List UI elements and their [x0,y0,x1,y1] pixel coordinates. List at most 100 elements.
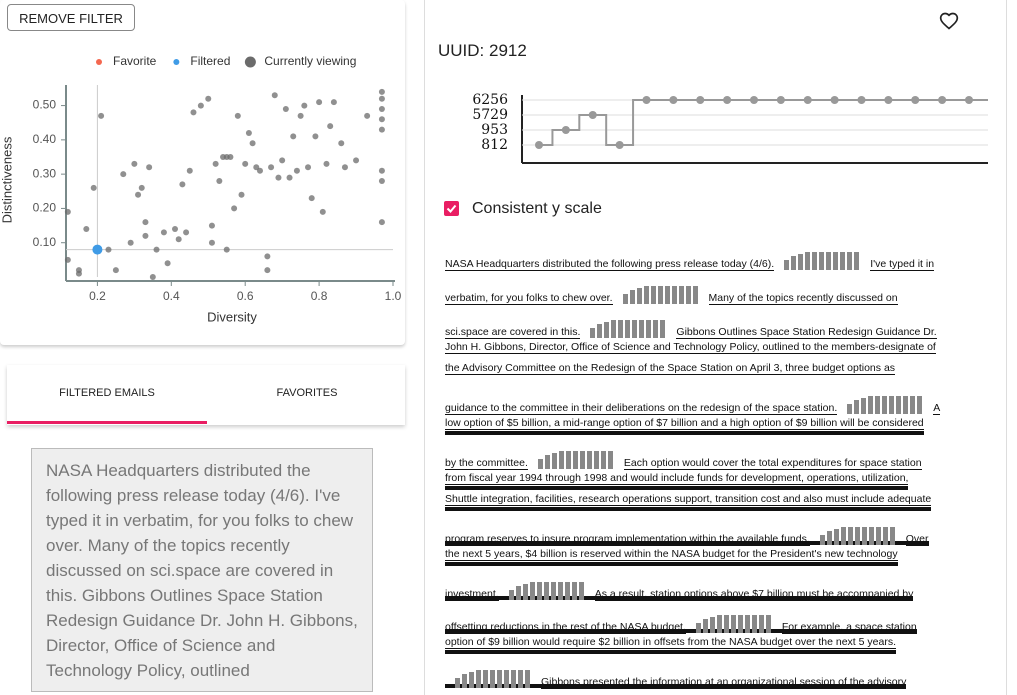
point [268,164,275,171]
x-tick-label: 0.6 [237,289,254,303]
point [279,157,286,164]
point [378,178,385,184]
tab-bar: FILTERED EMAILS FAVORITES [7,365,405,425]
sentence: Gibbons Outlines Space Station Redesign … [676,326,937,339]
sentence: Over [905,533,929,546]
sentence: A [933,402,941,415]
point [208,239,215,246]
point [234,112,241,119]
x-tick-label: 0.2 [89,289,106,303]
point [135,191,142,198]
point [330,99,337,106]
document-line: by the committee. Each option would cover… [445,451,922,470]
point [378,126,385,133]
favorite-icon[interactable] [939,11,959,31]
y-tick-label: 0.10 [33,235,57,249]
document-line: guidance to the committee in their delib… [445,396,941,415]
document-line: offsetting reductions in the rest of the… [445,615,917,634]
y-tick-label: 0.30 [33,166,57,180]
point [212,160,219,167]
point [327,123,334,130]
document-line: sci.space are covered in this. Gibbons Ou… [445,320,937,339]
document-line: the next 5 years, $4 billion is reserved… [445,548,898,566]
sparkline [695,615,771,633]
x-tick-label: 1.0 [385,289,402,303]
point [64,256,71,263]
step-point [615,141,624,149]
document-line: Shuttle integration, facilities, researc… [445,493,932,511]
checkbox[interactable] [444,201,459,216]
document-line: verbatim, for you folks to chew over. Man… [445,286,898,305]
email-text: NASA Headquarters distributed the follow… [31,448,373,692]
sentence: Gibbons presented the information at an … [541,676,907,689]
document-line: low option of $5 billion, a mid-range op… [445,417,924,435]
point [179,181,186,188]
point [138,184,145,191]
sentence: the Advisory Committee on the Redesign o… [445,362,896,375]
point [378,95,385,102]
tab-filtered[interactable]: FILTERED EMAILS [59,387,155,399]
point [364,112,371,119]
point [175,236,182,243]
point [83,226,90,232]
x-tick-label: 0.4 [163,289,180,303]
point [208,222,215,229]
detail-panel [424,0,1007,695]
step-point [911,96,920,104]
step-point [535,141,543,149]
point [378,106,385,112]
sentence: NASA Headquarters distributed the follow… [445,258,775,271]
step-point [803,96,812,104]
document-line: the Advisory Committee on the Redesign o… [445,362,896,376]
document-line: Gibbons presented the information at an … [445,670,907,689]
step-point [669,96,678,104]
sentence: investment. [445,588,499,601]
document-line: from fiscal year 1994 through 1998 and w… [445,472,909,490]
point [297,112,304,119]
point [142,232,149,239]
point [353,157,360,164]
point [153,246,160,253]
document-line: program reserves to insure program imple… [445,527,929,546]
tab-favorites[interactable]: FAVORITES [276,387,338,399]
x-tick-label: 0.8 [311,289,328,303]
step-point [723,96,732,104]
point [242,160,249,167]
remove-filter-button[interactable]: REMOVE FILTER [7,4,135,31]
step-point [965,96,973,104]
sentence: offsetting reductions in the rest of the… [445,621,686,634]
sentence: from fiscal year 1994 through 1998 and w… [445,472,909,485]
checkbox-label[interactable]: Consistent y scale [472,200,602,217]
point [308,195,315,202]
sentence: verbatim, for you folks to chew over. [445,292,613,305]
point [316,99,323,106]
point [183,229,190,236]
point [231,205,238,212]
sparkline [455,670,530,688]
y-tick-label: 6256 [472,92,508,108]
step-point [857,96,866,104]
sentence: guidance to the committee in their delib… [445,402,838,415]
step-point [938,96,947,104]
point [127,239,134,246]
tab-indicator [7,421,207,424]
sparkline [784,252,860,270]
point [164,260,171,267]
sentence: John H. Gibbons, Director, Office of Sci… [445,341,936,354]
point [305,164,312,171]
sparkline [622,286,698,304]
y-tick-label: 953 [481,122,508,138]
legend-label: Filtered [190,54,230,68]
document-line: investment. As a result, station options … [445,582,914,601]
scatter-chart: Diversity Distinctiveness 0.2 0.4 0.6 0.8 1.… [0,54,402,324]
point [186,167,193,174]
point [98,112,105,119]
point [105,246,112,253]
point [245,130,252,136]
point [378,88,385,95]
point [293,167,300,174]
point [238,191,245,198]
step-point [561,126,570,134]
point [341,164,348,171]
